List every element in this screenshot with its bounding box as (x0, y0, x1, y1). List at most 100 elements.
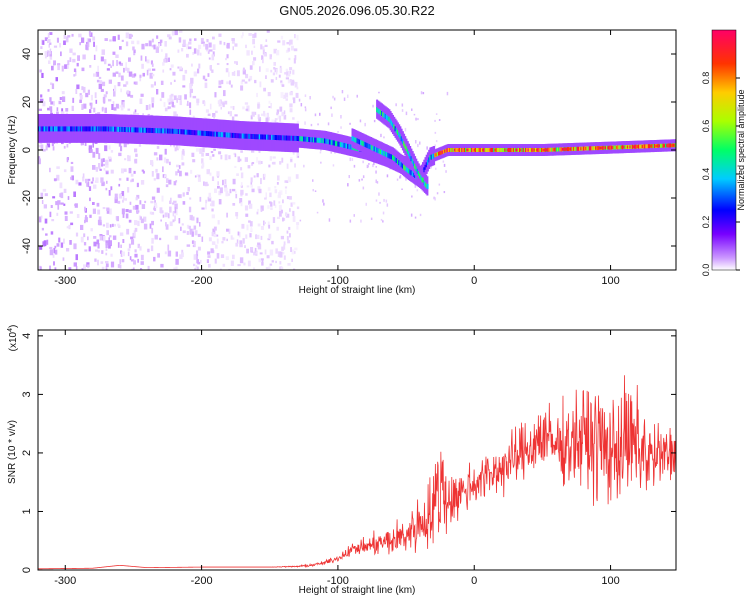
noise-mark (258, 118, 262, 121)
noise-mark (279, 251, 283, 258)
noise-mark (117, 34, 120, 40)
noise-mark (126, 90, 130, 94)
noise-mark (61, 108, 64, 113)
noise-mark (174, 207, 177, 213)
noise-mark (73, 68, 77, 72)
noise-mark (127, 248, 131, 251)
main-ridge-core (271, 134, 274, 140)
noise-mark (279, 115, 282, 122)
noise-mark (84, 141, 87, 146)
noise-mark (262, 59, 264, 64)
noise-mark (129, 34, 133, 37)
noise-mark (67, 60, 70, 66)
noise-mark (261, 262, 264, 266)
main-ridge-core (238, 133, 241, 139)
main-ridge-core (197, 130, 200, 136)
main-ridge-core (476, 148, 479, 152)
main-ridge-core (298, 136, 301, 142)
noise-mark (40, 46, 43, 49)
noise-mark (95, 147, 99, 154)
main-ridge-core (154, 128, 157, 134)
main-ridge-core (347, 143, 350, 149)
noise-mark (364, 122, 366, 127)
noise-mark (237, 231, 240, 236)
noise-mark (172, 212, 175, 217)
noise-mark (40, 94, 43, 98)
noise-mark (211, 231, 215, 237)
main-ridge-core (62, 126, 65, 132)
main-ridge-core (49, 126, 52, 132)
noise-mark (90, 228, 93, 232)
main-ridge-core (263, 134, 266, 140)
noise-mark (282, 94, 286, 99)
noise-mark (132, 205, 136, 210)
noise-mark (265, 117, 269, 123)
main-ridge-core (241, 133, 244, 139)
main-ridge-core (143, 127, 146, 133)
noise-mark (177, 194, 181, 198)
main-ridge-core (192, 130, 195, 136)
noise-mark (240, 35, 243, 39)
noise-mark (140, 254, 144, 261)
main-ridge-core (426, 159, 430, 165)
main-ridge-core (260, 134, 263, 140)
noise-mark (279, 161, 282, 165)
noise-mark (413, 113, 416, 116)
noise-mark (49, 211, 52, 218)
noise-mark (145, 43, 149, 47)
main-ridge-core (619, 145, 622, 150)
noise-mark (296, 34, 299, 41)
noise-mark (95, 249, 99, 252)
main-ridge-core (651, 144, 654, 149)
noise-mark (130, 94, 134, 98)
noise-mark (92, 177, 94, 182)
snr-scale-prefix: (x10 (8, 331, 19, 351)
noise-mark (414, 184, 417, 188)
noise-mark (130, 173, 134, 177)
branch-2-ridge-core (401, 138, 405, 144)
noise-mark (278, 201, 281, 204)
branch-1-ridge-core (373, 146, 376, 152)
branch-1-ridge-core (396, 159, 400, 165)
main-ridge-core (505, 148, 508, 152)
main-ridge-core (96, 126, 100, 132)
branch-1-ridge-core (355, 137, 358, 143)
branch-2-ridge-core (387, 115, 390, 121)
main-ridge-core (507, 148, 511, 152)
noise-mark (80, 224, 84, 230)
noise-mark (75, 179, 79, 185)
noise-mark (113, 91, 116, 97)
noise-mark (319, 112, 321, 116)
noise-mark (136, 194, 140, 199)
main-ridge-core (451, 148, 454, 152)
main-ridge-core (136, 127, 139, 133)
noise-mark (89, 109, 92, 114)
noise-mark (245, 193, 248, 196)
noise-mark (42, 188, 47, 192)
snr-x-axis-label: Height of straight line (km) (299, 585, 416, 596)
noise-mark (151, 220, 154, 226)
noise-mark (231, 116, 235, 121)
main-ridge-core (288, 135, 291, 141)
main-ridge-core (581, 146, 584, 151)
main-ridge-core (334, 140, 338, 146)
noise-mark (105, 268, 108, 270)
noise-mark (380, 218, 383, 221)
noise-mark (48, 44, 50, 48)
noise-mark (117, 200, 121, 204)
noise-mark (283, 110, 286, 115)
noise-mark (287, 79, 291, 84)
main-ridge-core (87, 126, 90, 132)
noise-mark (226, 212, 228, 218)
noise-mark (163, 102, 166, 107)
noise-mark (276, 50, 280, 56)
noise-mark (45, 145, 48, 151)
noise-mark (125, 32, 129, 39)
main-ridge-core (147, 127, 150, 133)
noise-mark (208, 57, 211, 60)
noise-mark (57, 63, 61, 66)
noise-mark (93, 73, 97, 77)
main-ridge-core (117, 126, 120, 132)
noise-mark (105, 163, 109, 168)
noise-mark (285, 213, 290, 218)
